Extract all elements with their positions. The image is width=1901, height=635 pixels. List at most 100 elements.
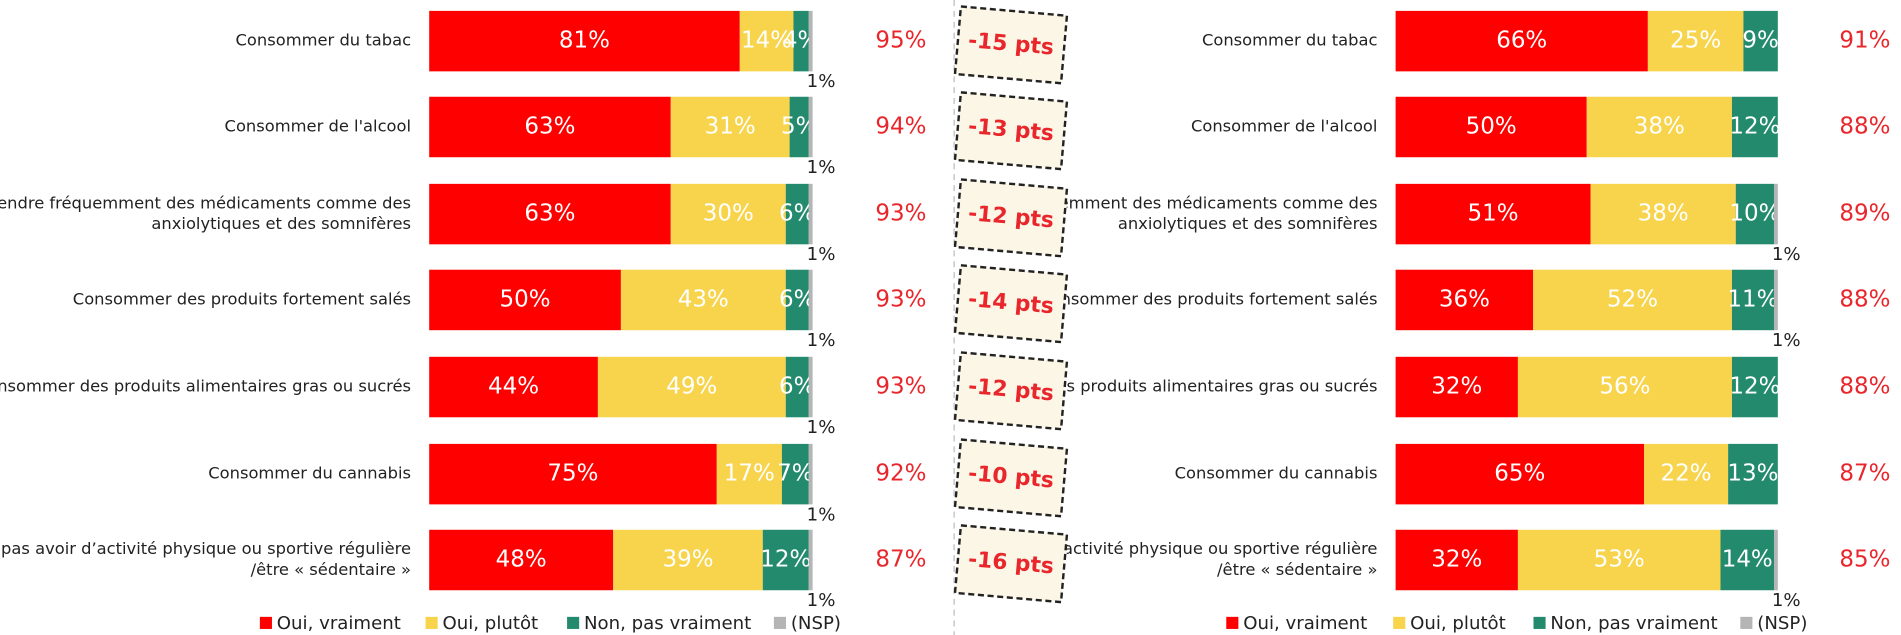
legend-swatch bbox=[1740, 616, 1753, 629]
bar-segment bbox=[1395, 10, 1648, 72]
bar-segment bbox=[429, 269, 621, 331]
legend-label: Non, pas vraiment bbox=[584, 613, 751, 634]
value-label: 1% bbox=[807, 71, 836, 92]
badge-box bbox=[953, 264, 1069, 344]
difference-badge: -14 pts bbox=[953, 264, 1069, 344]
total-label: 93% bbox=[875, 286, 926, 312]
badge-box bbox=[953, 438, 1069, 518]
bar-segment bbox=[808, 356, 813, 418]
bar-segment bbox=[1395, 96, 1587, 158]
legend-swatch bbox=[773, 616, 787, 629]
legend-label: Oui, vraiment bbox=[277, 613, 401, 634]
value-label: 1% bbox=[807, 157, 836, 178]
bar-segment bbox=[429, 10, 740, 72]
bar-segment bbox=[1395, 529, 1518, 591]
value-label: 25% bbox=[1670, 28, 1721, 54]
badge-box bbox=[953, 351, 1069, 431]
bar-segment bbox=[1743, 10, 1778, 72]
value-label: 1% bbox=[807, 330, 836, 351]
value-label: 56% bbox=[1599, 374, 1650, 400]
value-label: 4% bbox=[783, 28, 819, 54]
badge-box bbox=[953, 5, 1069, 85]
bar-segment bbox=[793, 10, 809, 72]
bar-segment bbox=[789, 96, 809, 158]
bar-segment bbox=[620, 269, 786, 331]
bar-segment bbox=[670, 96, 790, 158]
bar-segment bbox=[1731, 96, 1778, 158]
legend-swatch bbox=[1533, 616, 1546, 629]
value-label: 10% bbox=[1729, 201, 1780, 227]
category-label: /être « sédentaire » bbox=[251, 560, 411, 579]
total-label: 88% bbox=[1839, 374, 1890, 400]
value-label: 38% bbox=[1634, 114, 1685, 140]
value-label: 12% bbox=[1729, 374, 1780, 400]
badge-box bbox=[953, 524, 1069, 604]
bar-segment bbox=[1517, 529, 1721, 591]
bar-segment bbox=[762, 529, 809, 591]
bar-segment bbox=[597, 356, 786, 418]
value-label: 51% bbox=[1468, 201, 1519, 227]
legend-label: Oui, vraiment bbox=[1243, 613, 1367, 634]
total-label: 88% bbox=[1839, 286, 1890, 312]
bar-segment bbox=[1720, 529, 1774, 591]
category-label: anxiolytiques et des somnifères bbox=[1118, 214, 1378, 233]
category-label: Consommer des produits fortement salés bbox=[1039, 289, 1377, 308]
legend-label: Oui, plutôt bbox=[1410, 613, 1506, 634]
total-label: 93% bbox=[875, 201, 926, 227]
bar-segment bbox=[739, 10, 794, 72]
bar-segment bbox=[781, 443, 809, 505]
total-label: 88% bbox=[1839, 114, 1890, 140]
bar-segment bbox=[1728, 443, 1778, 505]
value-label: 63% bbox=[524, 114, 575, 140]
legend-swatch bbox=[1226, 616, 1239, 629]
category-label: Consommer de l'alcool bbox=[1191, 117, 1377, 136]
bar-segment bbox=[429, 356, 598, 418]
category-label: Consommer des produits fortement salés bbox=[73, 289, 411, 308]
value-label: 30% bbox=[703, 201, 754, 227]
value-label: 1% bbox=[1772, 330, 1801, 351]
bar-segment bbox=[1395, 183, 1591, 245]
category-label: Prendre fréquemment des médicaments comm… bbox=[948, 193, 1378, 212]
value-label: 32% bbox=[1431, 374, 1482, 400]
value-label: 14% bbox=[741, 28, 792, 54]
value-label: 1% bbox=[807, 590, 836, 611]
value-label: 12% bbox=[760, 547, 811, 573]
difference-badge: -16 pts bbox=[953, 524, 1069, 604]
difference-badge: -10 pts bbox=[953, 438, 1069, 518]
value-label: 53% bbox=[1594, 547, 1645, 573]
bar-segment bbox=[808, 269, 813, 331]
bar-segment bbox=[1590, 183, 1736, 245]
bar-segment bbox=[1644, 443, 1729, 505]
value-label: 36% bbox=[1439, 286, 1490, 312]
bar-segment bbox=[808, 96, 813, 158]
bar-segment bbox=[808, 183, 813, 245]
value-label: 65% bbox=[1494, 461, 1545, 487]
value-label: 31% bbox=[705, 114, 756, 140]
label-group: Consommer du tabac Consommer de l'alcool P… bbox=[940, 31, 1378, 579]
category-label: Consommer des produits alimentaires gras… bbox=[942, 377, 1377, 396]
bar-segment bbox=[716, 443, 782, 505]
difference-badge: -15 pts bbox=[953, 5, 1069, 85]
bar-segment bbox=[1395, 269, 1534, 331]
difference-badge: -13 pts bbox=[953, 91, 1069, 171]
category-label: /être « sédentaire » bbox=[1217, 560, 1377, 579]
bar-segment bbox=[429, 96, 671, 158]
value-label: 38% bbox=[1638, 201, 1689, 227]
total-label: 89% bbox=[1839, 201, 1890, 227]
total-label: 95% bbox=[875, 28, 926, 54]
bar-segment bbox=[429, 529, 614, 591]
difference-badge: -12 pts bbox=[953, 351, 1069, 431]
category-label: Prendre fréquemment des médicaments comm… bbox=[0, 193, 411, 212]
value-label: 17% bbox=[724, 461, 775, 487]
category-label: Consommer du tabac bbox=[1202, 31, 1378, 50]
total-label: 85% bbox=[1839, 547, 1890, 573]
category-label: Ne pas avoir d’activité physique ou spor… bbox=[940, 539, 1377, 558]
bar-segment bbox=[1773, 269, 1778, 331]
total-label: 93% bbox=[875, 374, 926, 400]
category-label: anxiolytiques et des somnifères bbox=[151, 214, 411, 233]
category-label: Consommer du cannabis bbox=[208, 464, 411, 483]
bar-segment bbox=[808, 529, 813, 591]
bar-segment bbox=[1773, 529, 1778, 591]
legend-swatch bbox=[1393, 616, 1406, 629]
bar-segment bbox=[613, 529, 763, 591]
